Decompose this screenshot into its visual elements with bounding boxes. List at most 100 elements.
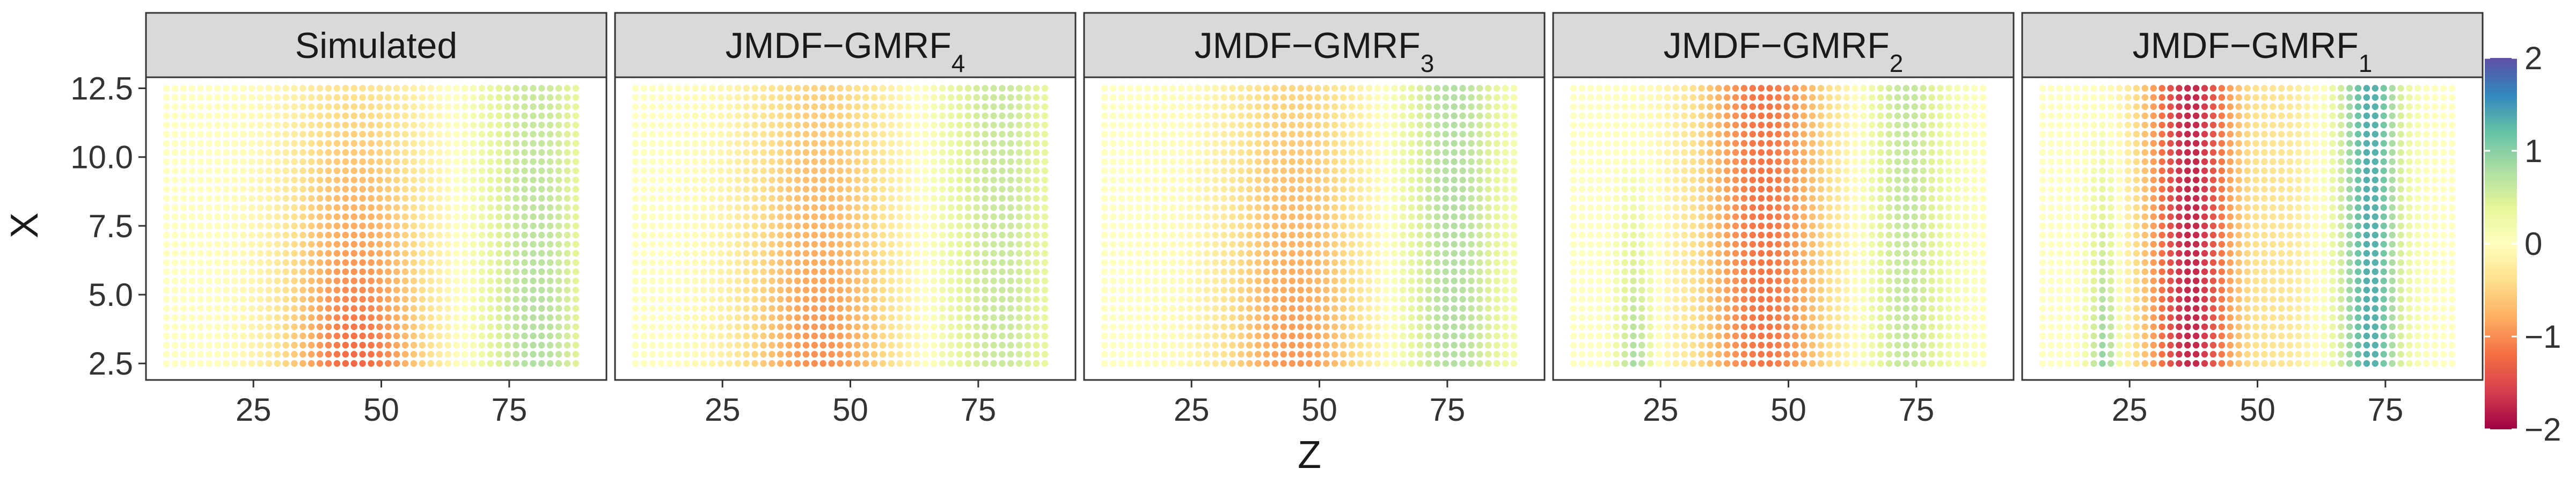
- data-point: [888, 121, 895, 129]
- data-point: [922, 204, 929, 211]
- data-point: [888, 204, 895, 211]
- data-point: [1271, 360, 1279, 367]
- data-point: [1229, 94, 1236, 101]
- data-point: [964, 305, 972, 312]
- data-point: [206, 259, 213, 266]
- data-point: [802, 85, 810, 92]
- data-point: [1220, 332, 1227, 340]
- data-point: [1169, 287, 1176, 294]
- data-point: [1613, 158, 1620, 165]
- data-point: [1007, 158, 1014, 165]
- data-point: [197, 277, 204, 284]
- data-point: [760, 213, 767, 220]
- data-point: [1400, 177, 1407, 184]
- data-point: [1144, 332, 1151, 340]
- data-point: [1416, 103, 1424, 110]
- data-point: [939, 305, 946, 312]
- data-point: [1340, 231, 1347, 239]
- data-point: [223, 204, 230, 211]
- data-point: [1169, 85, 1176, 92]
- data-point: [1596, 259, 1602, 266]
- data-point: [1246, 231, 1253, 239]
- data-point: [1280, 240, 1287, 248]
- data-point: [1306, 121, 1313, 129]
- data-point: [1425, 259, 1432, 266]
- data-point: [1630, 222, 1637, 230]
- data-point: [1621, 287, 1628, 294]
- data-point: [854, 112, 861, 119]
- data-point: [1459, 195, 1466, 202]
- data-point: [1271, 213, 1279, 220]
- data-point: [257, 268, 264, 275]
- data-point: [1033, 222, 1040, 230]
- data-point: [214, 213, 221, 220]
- data-point: [905, 140, 912, 147]
- data-point: [530, 305, 537, 312]
- data-point: [470, 332, 477, 340]
- data-point: [1297, 121, 1304, 129]
- data-point: [734, 287, 742, 294]
- data-point: [734, 130, 742, 138]
- data-point: [1169, 177, 1176, 184]
- data-point: [1323, 167, 1330, 174]
- data-point: [368, 121, 375, 129]
- data-point: [683, 186, 690, 193]
- data-point: [1408, 177, 1415, 184]
- data-point: [444, 195, 451, 202]
- data-point: [1348, 195, 1356, 202]
- data-point: [913, 259, 920, 266]
- data-point: [1484, 259, 1492, 266]
- data-point: [760, 112, 767, 119]
- data-point: [879, 112, 887, 119]
- data-point: [973, 186, 980, 193]
- data-point: [726, 204, 733, 211]
- data-point: [1672, 103, 1679, 110]
- data-point: [444, 287, 451, 294]
- data-point: [905, 222, 912, 230]
- data-point: [504, 314, 511, 321]
- data-point: [1459, 112, 1466, 119]
- data-point: [513, 213, 519, 220]
- data-point: [1169, 94, 1176, 101]
- data-point: [180, 341, 187, 349]
- data-point: [913, 341, 920, 349]
- data-point: [282, 296, 289, 303]
- data-point: [555, 167, 562, 174]
- data-point: [1177, 195, 1185, 202]
- data-point: [1118, 130, 1125, 138]
- data-point: [282, 204, 289, 211]
- data-point: [478, 149, 486, 156]
- data-point: [555, 204, 562, 211]
- data-point: [777, 240, 784, 248]
- data-point: [1416, 296, 1424, 303]
- data-point: [1323, 213, 1330, 220]
- data-point: [308, 186, 315, 193]
- data-point: [870, 186, 878, 193]
- data-point: [470, 341, 477, 349]
- data-point: [1161, 350, 1168, 358]
- data-point: [828, 149, 835, 156]
- data-point: [1613, 323, 1620, 331]
- data-point: [1152, 222, 1159, 230]
- data-point: [666, 140, 673, 147]
- data-point: [342, 240, 349, 248]
- data-point: [401, 277, 409, 284]
- data-point: [513, 231, 519, 239]
- data-point: [248, 360, 255, 367]
- data-point: [393, 94, 400, 101]
- data-point: [555, 360, 562, 367]
- data-point: [1007, 130, 1014, 138]
- data-point: [248, 323, 255, 331]
- data-point: [726, 305, 733, 312]
- data-point: [1220, 186, 1227, 193]
- data-point: [1493, 287, 1501, 294]
- data-point: [171, 85, 179, 92]
- data-point: [1433, 213, 1440, 220]
- data-point: [947, 259, 955, 266]
- data-point: [1007, 323, 1014, 331]
- data-point: [1135, 140, 1142, 147]
- data-point: [1144, 167, 1151, 174]
- data-point: [1331, 268, 1338, 275]
- data-point: [163, 268, 170, 275]
- data-point: [1416, 268, 1424, 275]
